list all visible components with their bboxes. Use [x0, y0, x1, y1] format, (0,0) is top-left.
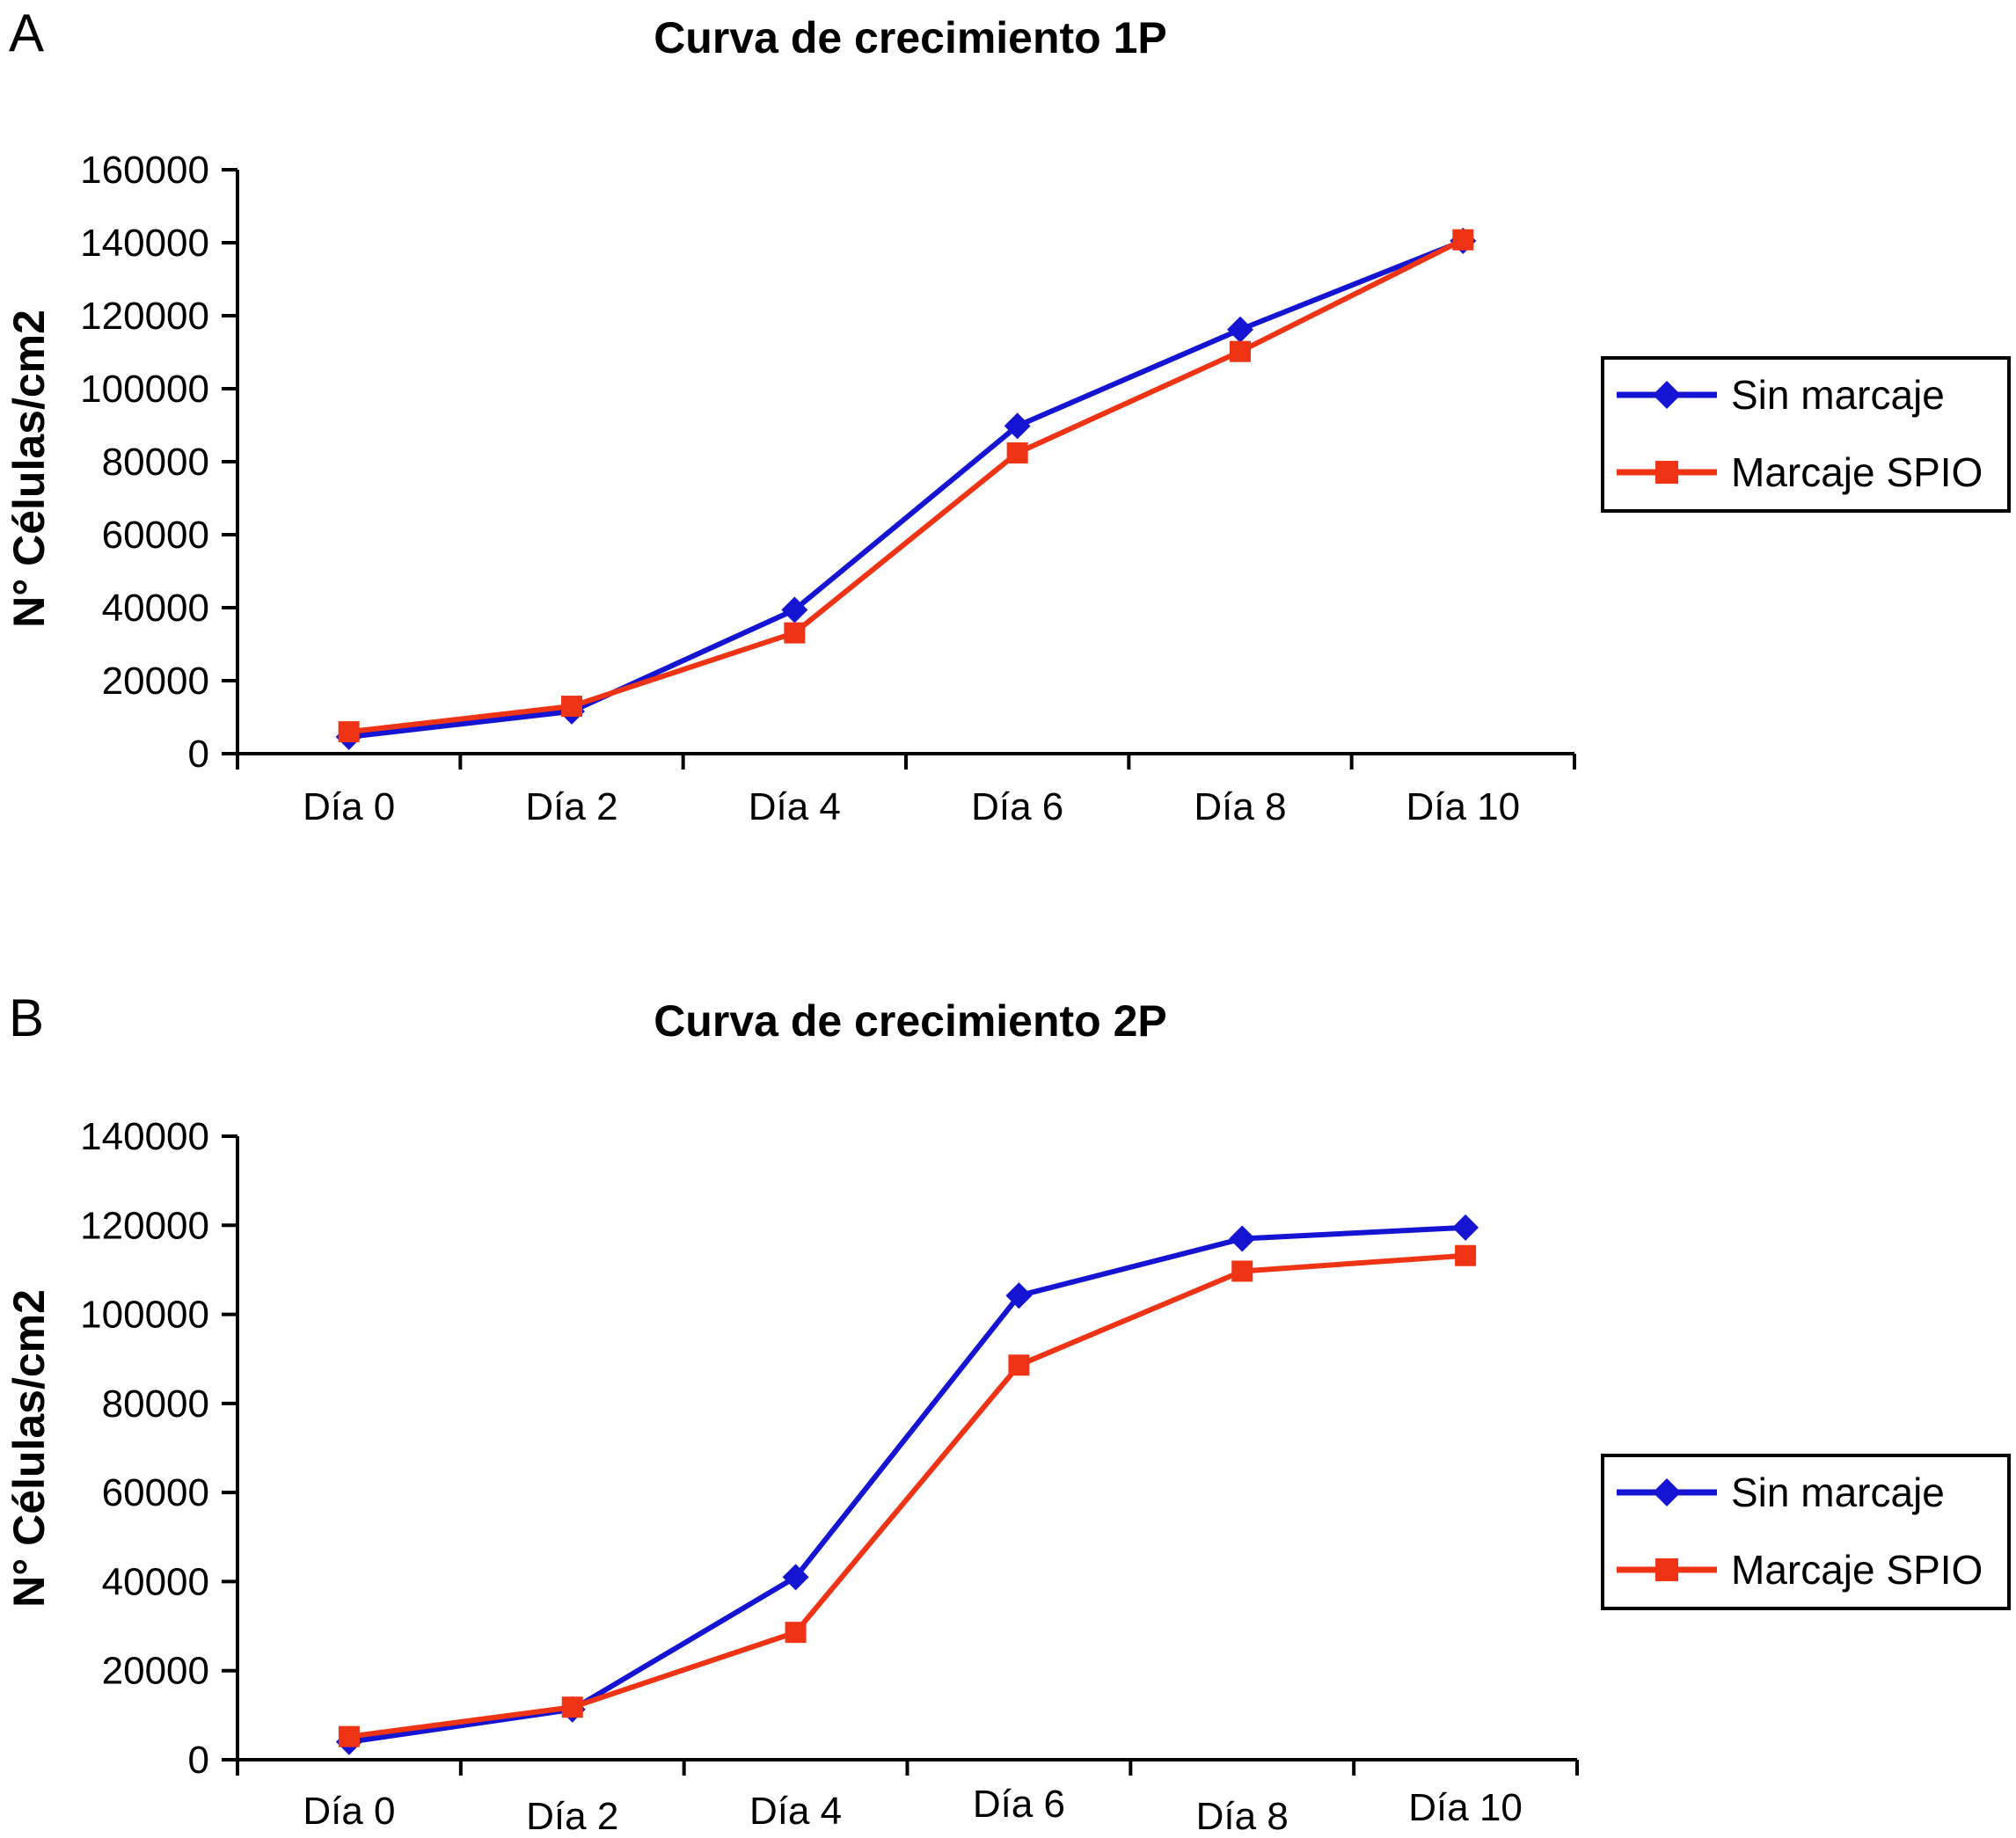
legend-marker-diamond: [1653, 381, 1681, 409]
legend-label: Sin marcaje: [1731, 1470, 1945, 1515]
y-axis-label: N° Células/cm2: [4, 310, 54, 628]
x-tick-label: Día 2: [525, 785, 617, 828]
x-tick-label: Día 2: [526, 1795, 618, 1838]
y-tick-label: 100000: [80, 1294, 209, 1337]
y-tick-label: 80000: [102, 441, 209, 484]
x-tick-label: Día 4: [749, 1790, 842, 1833]
x-tick-label: Día 10: [1406, 785, 1521, 828]
data-point-square: [338, 721, 360, 743]
data-point-diamond: [1227, 316, 1253, 343]
y-tick-label: 120000: [80, 1204, 209, 1247]
legend-marker-square: [1655, 461, 1678, 484]
data-point-diamond: [781, 596, 808, 624]
legend: Sin marcaje Marcaje SPIO: [1601, 356, 2011, 513]
data-point-square: [1231, 1260, 1253, 1282]
y-tick-label: 60000: [102, 514, 209, 557]
data-point-diamond: [1452, 1214, 1479, 1241]
y-tick-label: 0: [188, 1739, 209, 1782]
y-tick-label: 0: [188, 733, 209, 776]
x-tick-label: Día 6: [971, 785, 1063, 828]
data-point-diamond: [1004, 412, 1031, 440]
data-point-square: [338, 1725, 360, 1747]
y-tick-label: 100000: [80, 368, 209, 411]
y-tick-label: 60000: [102, 1471, 209, 1514]
x-tick-label: Día 0: [303, 785, 395, 828]
data-point-diamond: [1229, 1225, 1256, 1252]
chart-title: Curva de crecimiento 1P: [654, 13, 1167, 62]
series-line-marcaje-spio: [348, 1252, 1466, 1740]
legend-marker-square: [1655, 1558, 1678, 1581]
y-tick-label: 40000: [102, 587, 209, 630]
legend-box: [1601, 1454, 2011, 1610]
data-point-square: [1008, 1354, 1030, 1376]
x-tick-label: Día 6: [973, 1783, 1065, 1826]
data-point-square: [785, 1622, 807, 1644]
x-tick-label: Día 4: [749, 785, 841, 828]
legend: Sin marcaje Marcaje SPIO: [1601, 1454, 2011, 1610]
data-point-square: [561, 1696, 583, 1718]
series-line-marcaje-spio: [348, 237, 1465, 735]
x-tick-label: Día 8: [1194, 785, 1286, 828]
y-tick-label: 140000: [80, 1115, 209, 1158]
y-axis-label: N° Células/cm2: [4, 1289, 54, 1608]
x-tick-label: Día 10: [1408, 1786, 1523, 1829]
legend-marker-diamond: [1653, 1478, 1681, 1506]
data-point-square: [784, 622, 806, 644]
series-line-sin-marcaje: [348, 238, 1465, 740]
chart-panel-a: A Curva de crecimiento 1P N° Células/cm2 0 2…: [4, 4, 2011, 828]
data-point-square: [1006, 442, 1028, 464]
y-tick-label: 160000: [80, 149, 209, 192]
series-line-sin-marcaje: [348, 1224, 1466, 1745]
data-point-square: [1452, 229, 1474, 251]
y-tick-label: 140000: [80, 222, 209, 265]
legend-box: [1601, 356, 2011, 513]
legend-label: Sin marcaje: [1731, 372, 1945, 418]
y-tick-label: 120000: [80, 295, 209, 338]
data-point-square: [1455, 1244, 1477, 1266]
legend-label: Marcaje SPIO: [1731, 449, 1983, 495]
y-tick-label: 20000: [102, 1650, 209, 1693]
panel-label: A: [9, 4, 44, 62]
data-point-square: [1230, 340, 1251, 362]
legend-label: Marcaje SPIO: [1731, 1547, 1983, 1593]
data-point-square: [561, 696, 582, 718]
x-tick-label: Día 8: [1196, 1795, 1289, 1838]
x-tick-label: Día 0: [303, 1790, 395, 1833]
panel-label: B: [9, 988, 44, 1047]
y-tick-label: 80000: [102, 1382, 209, 1426]
data-point-diamond: [1005, 1282, 1033, 1309]
y-tick-label: 20000: [102, 660, 209, 703]
chart-panel-b: B Curva de crecimiento 2P N° Células/cm2 0 2…: [4, 988, 2011, 1838]
data-point-diamond: [782, 1564, 809, 1591]
y-tick-label: 40000: [102, 1560, 209, 1603]
chart-title: Curva de crecimiento 2P: [654, 996, 1167, 1046]
